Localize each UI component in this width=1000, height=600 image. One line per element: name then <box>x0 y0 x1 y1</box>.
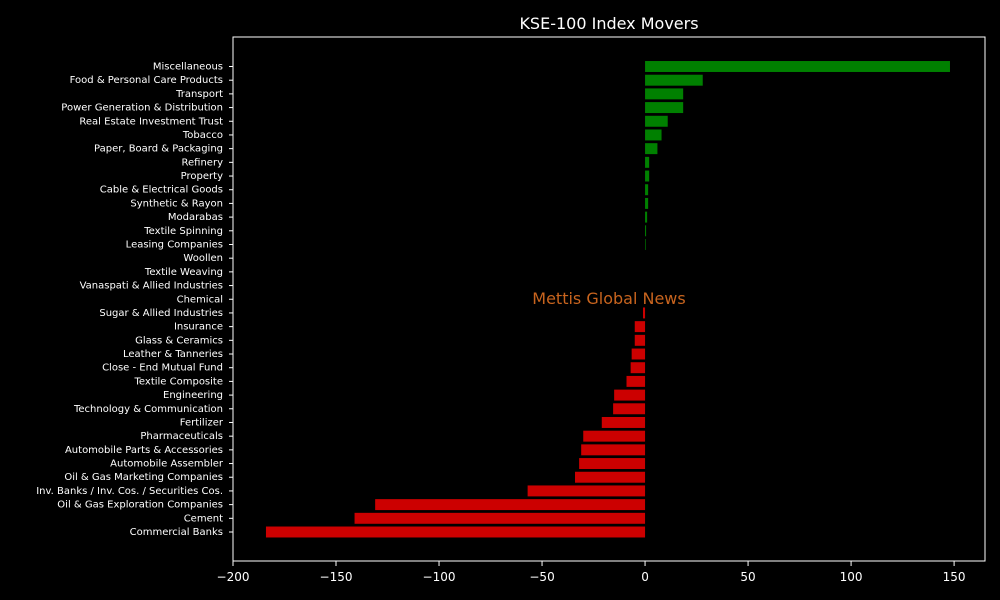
category-label: Property <box>181 171 223 182</box>
x-tick-label: −150 <box>320 570 353 584</box>
bar-6 <box>645 143 658 155</box>
bar-30 <box>575 471 646 483</box>
category-label: Technology & Communication <box>73 404 223 415</box>
bar-25 <box>613 403 646 415</box>
category-label: Automobile Parts & Accessories <box>65 445 223 456</box>
bar-24 <box>614 389 646 401</box>
bar-5 <box>645 129 662 141</box>
category-label: Food & Personal Care Products <box>70 75 223 86</box>
category-label: Vanaspati & Allied Industries <box>80 281 223 292</box>
x-tick-label: −100 <box>423 570 456 584</box>
category-label: Leather & Tanneries <box>123 349 223 360</box>
bar-4 <box>645 115 668 127</box>
bar-9 <box>645 184 649 196</box>
bar-21 <box>631 348 646 360</box>
bar-8 <box>645 170 650 182</box>
bar-19 <box>634 321 646 333</box>
category-label: Automobile Assembler <box>110 459 224 470</box>
category-label: Textile Spinning <box>143 226 223 237</box>
x-axis-ticks-group: −200 −150 −100 −50 0 50 100 150 <box>217 561 966 584</box>
category-label: Sugar & Allied Industries <box>99 308 223 319</box>
bar-12 <box>645 225 647 237</box>
bar-26 <box>601 416 646 428</box>
category-labels-group: Miscellaneous Food & Personal Care Produc… <box>36 62 233 538</box>
category-label: Cable & Electrical Goods <box>100 185 223 196</box>
bar-22 <box>630 362 646 374</box>
x-tick-label: −50 <box>529 570 554 584</box>
bar-23 <box>626 375 646 387</box>
category-label: Oil & Gas Exploration Companies <box>57 500 223 511</box>
category-label: Chemical <box>177 294 223 305</box>
x-tick-label: 0 <box>641 570 649 584</box>
watermark-text: Mettis Global News <box>532 289 685 308</box>
bar-10 <box>645 197 649 209</box>
bar-11 <box>645 211 648 223</box>
x-tick-label: 100 <box>840 570 863 584</box>
bar-32 <box>375 499 646 511</box>
category-label: Inv. Banks / Inv. Cos. / Securities Cos. <box>36 486 223 497</box>
category-label: Synthetic & Rayon <box>130 198 223 209</box>
bar-27 <box>583 430 646 442</box>
bar-2 <box>645 88 684 100</box>
bars-group <box>265 61 950 538</box>
bar-20 <box>634 334 646 346</box>
category-label: Textile Composite <box>134 376 223 387</box>
bar-18 <box>642 307 646 319</box>
category-label: Power Generation & Distribution <box>61 103 223 114</box>
bar-34 <box>265 526 646 538</box>
x-tick-label: 50 <box>740 570 755 584</box>
category-label: Tobacco <box>182 130 223 141</box>
category-label: Paper, Board & Packaging <box>94 144 223 155</box>
category-label: Textile Weaving <box>144 267 223 278</box>
bar-29 <box>579 458 646 470</box>
category-label: Oil & Gas Marketing Companies <box>64 472 223 483</box>
category-label: Real Estate Investment Trust <box>79 116 223 127</box>
x-tick-label: −200 <box>217 570 250 584</box>
category-label: Pharmaceuticals <box>140 431 223 442</box>
category-label: Glass & Ceramics <box>135 335 223 346</box>
bar-28 <box>581 444 646 456</box>
bar-0 <box>645 61 950 72</box>
category-label: Woollen <box>183 253 223 264</box>
category-label: Fertilizer <box>180 417 224 428</box>
category-label: Leasing Companies <box>126 239 223 250</box>
category-label: Modarabas <box>168 212 223 223</box>
bar-33 <box>354 512 646 524</box>
category-label: Cement <box>184 513 223 524</box>
chart-title: KSE-100 Index Movers <box>519 14 698 33</box>
category-label: Insurance <box>174 322 223 333</box>
bar-3 <box>645 102 684 114</box>
category-label: Refinery <box>182 157 224 168</box>
category-label: Commercial Banks <box>130 527 223 538</box>
category-label: Engineering <box>163 390 223 401</box>
x-tick-label: 150 <box>943 570 966 584</box>
category-label: Transport <box>175 89 223 100</box>
bar-31 <box>527 485 646 497</box>
bar-13 <box>645 239 646 250</box>
bar-7 <box>645 156 650 168</box>
category-label: Close - End Mutual Fund <box>102 363 223 374</box>
bar-1 <box>645 74 703 86</box>
category-label: Miscellaneous <box>153 62 223 73</box>
